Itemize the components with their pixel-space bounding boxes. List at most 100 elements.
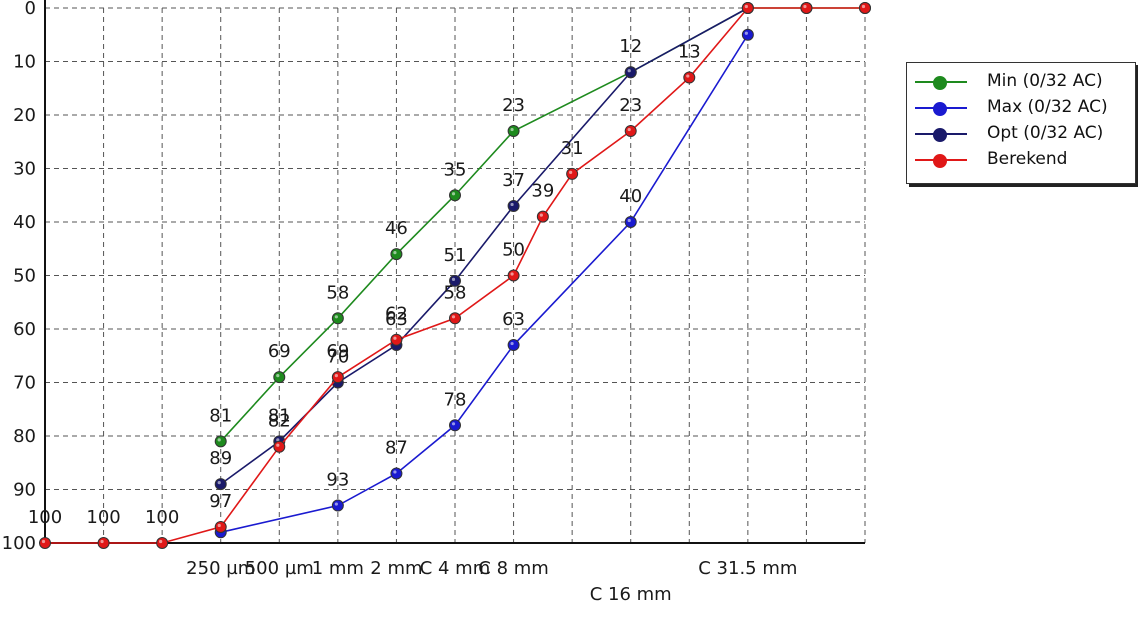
- data-label: 12: [619, 36, 642, 57]
- data-point: [507, 269, 520, 282]
- data-point: [741, 2, 754, 14]
- data-point: [741, 28, 754, 41]
- data-label: 31: [561, 138, 584, 159]
- legend: Min (0/32 AC) Max (0/32 AC) Opt (0/32 AC…: [906, 62, 1136, 184]
- y-tick-label: 70: [13, 373, 36, 394]
- data-point-highlight: [451, 192, 456, 196]
- data-point-highlight: [217, 523, 221, 528]
- data-point-highlight: [41, 539, 46, 544]
- data-point-highlight: [276, 374, 280, 378]
- data-point-highlight: [744, 31, 748, 35]
- legend-label: Berekend: [987, 149, 1068, 169]
- data-point-highlight: [217, 481, 221, 485]
- data-point-highlight: [686, 74, 690, 78]
- data-point: [507, 339, 520, 352]
- data-label: 100: [28, 507, 62, 528]
- legend-item-min: Min (0/32 AC): [913, 71, 1133, 93]
- data-labels: 81 69 58 46 35 23 12 93 87 78 63 40 89 81 70 63 51 37 100 1…: [28, 36, 701, 528]
- data-point-highlight: [569, 170, 573, 174]
- data-label: 40: [619, 186, 642, 207]
- x-tick-label: 500 µm: [245, 558, 314, 579]
- data-point-highlight: [334, 502, 338, 506]
- data-point-highlight: [627, 69, 631, 73]
- y-tick-label: 60: [13, 319, 36, 340]
- data-point: [536, 210, 549, 223]
- data-point: [800, 2, 813, 14]
- data-label: 69: [326, 341, 349, 362]
- x-tick-label: C 8 mm: [478, 558, 549, 579]
- data-label: 81: [209, 405, 232, 426]
- y-tick-label: 50: [13, 266, 36, 287]
- data-point: [449, 419, 461, 432]
- y-tick-label: 80: [13, 426, 36, 447]
- data-point-highlight: [217, 438, 221, 442]
- data-point: [214, 435, 227, 448]
- data-point: [273, 440, 286, 453]
- legend-dot-icon: [933, 154, 947, 168]
- data-point: [331, 371, 344, 384]
- data-label: 35: [444, 159, 467, 180]
- data-point: [331, 499, 344, 512]
- data-label: 46: [385, 218, 408, 239]
- data-point-highlight: [861, 4, 866, 9]
- data-label: 82: [268, 411, 291, 432]
- data-point: [39, 537, 51, 549]
- grid-lines: [45, 7, 866, 543]
- data-label: 51: [444, 245, 467, 266]
- data-point: [449, 189, 461, 202]
- legend-item-max: Max (0/32 AC): [913, 97, 1133, 119]
- data-point: [683, 71, 696, 84]
- data-point: [624, 66, 637, 79]
- y-tick-label: 0: [25, 0, 36, 19]
- data-point-highlight: [451, 277, 456, 281]
- data-label: 50: [502, 240, 525, 261]
- data-point: [624, 125, 637, 138]
- data-point: [390, 333, 403, 346]
- data-point: [214, 520, 227, 533]
- x-tick-label: 2 mm: [370, 558, 422, 579]
- legend-label: Opt (0/32 AC): [987, 123, 1104, 143]
- data-point-highlight: [276, 438, 280, 442]
- data-point-highlight: [393, 470, 397, 474]
- data-point: [859, 2, 871, 14]
- data-point-highlight: [510, 341, 514, 346]
- series-line: [220, 7, 749, 485]
- x-tick-label: C 31.5 mm: [698, 558, 797, 579]
- data-point-highlight: [510, 272, 514, 276]
- data-label: 37: [502, 170, 525, 191]
- data-point: [507, 199, 520, 212]
- series-lines: [39, 2, 871, 549]
- x-tick-label: C 4 mm: [420, 558, 491, 579]
- data-point-highlight: [451, 315, 456, 319]
- data-point: [507, 125, 520, 138]
- y-tick-label: 10: [13, 52, 36, 73]
- data-point-highlight: [451, 422, 456, 426]
- data-point: [97, 537, 110, 549]
- data-label: 69: [268, 341, 291, 362]
- x-tick-label: C 16 mm: [590, 584, 672, 605]
- data-label: 100: [86, 507, 120, 528]
- data-point-highlight: [510, 202, 514, 207]
- data-label: 81: [268, 405, 291, 426]
- data-label: 78: [444, 389, 467, 410]
- x-tick-label: 1 mm: [312, 558, 364, 579]
- data-label: 23: [502, 95, 525, 116]
- data-label: 58: [444, 282, 467, 303]
- data-label: 89: [209, 448, 232, 469]
- data-point: [390, 248, 403, 261]
- data-label: 39: [531, 181, 554, 202]
- legend-dot-icon: [933, 76, 947, 90]
- data-point: [331, 312, 344, 325]
- data-point-highlight: [393, 336, 397, 340]
- data-point-highlight: [803, 4, 807, 9]
- series-line: [45, 7, 865, 544]
- data-point-highlight: [393, 251, 397, 255]
- y-tick-label: 100: [2, 533, 36, 554]
- data-point-highlight: [510, 127, 514, 132]
- data-label: 63: [502, 309, 525, 330]
- data-point: [449, 274, 461, 287]
- data-point: [449, 312, 461, 325]
- data-point: [214, 478, 227, 491]
